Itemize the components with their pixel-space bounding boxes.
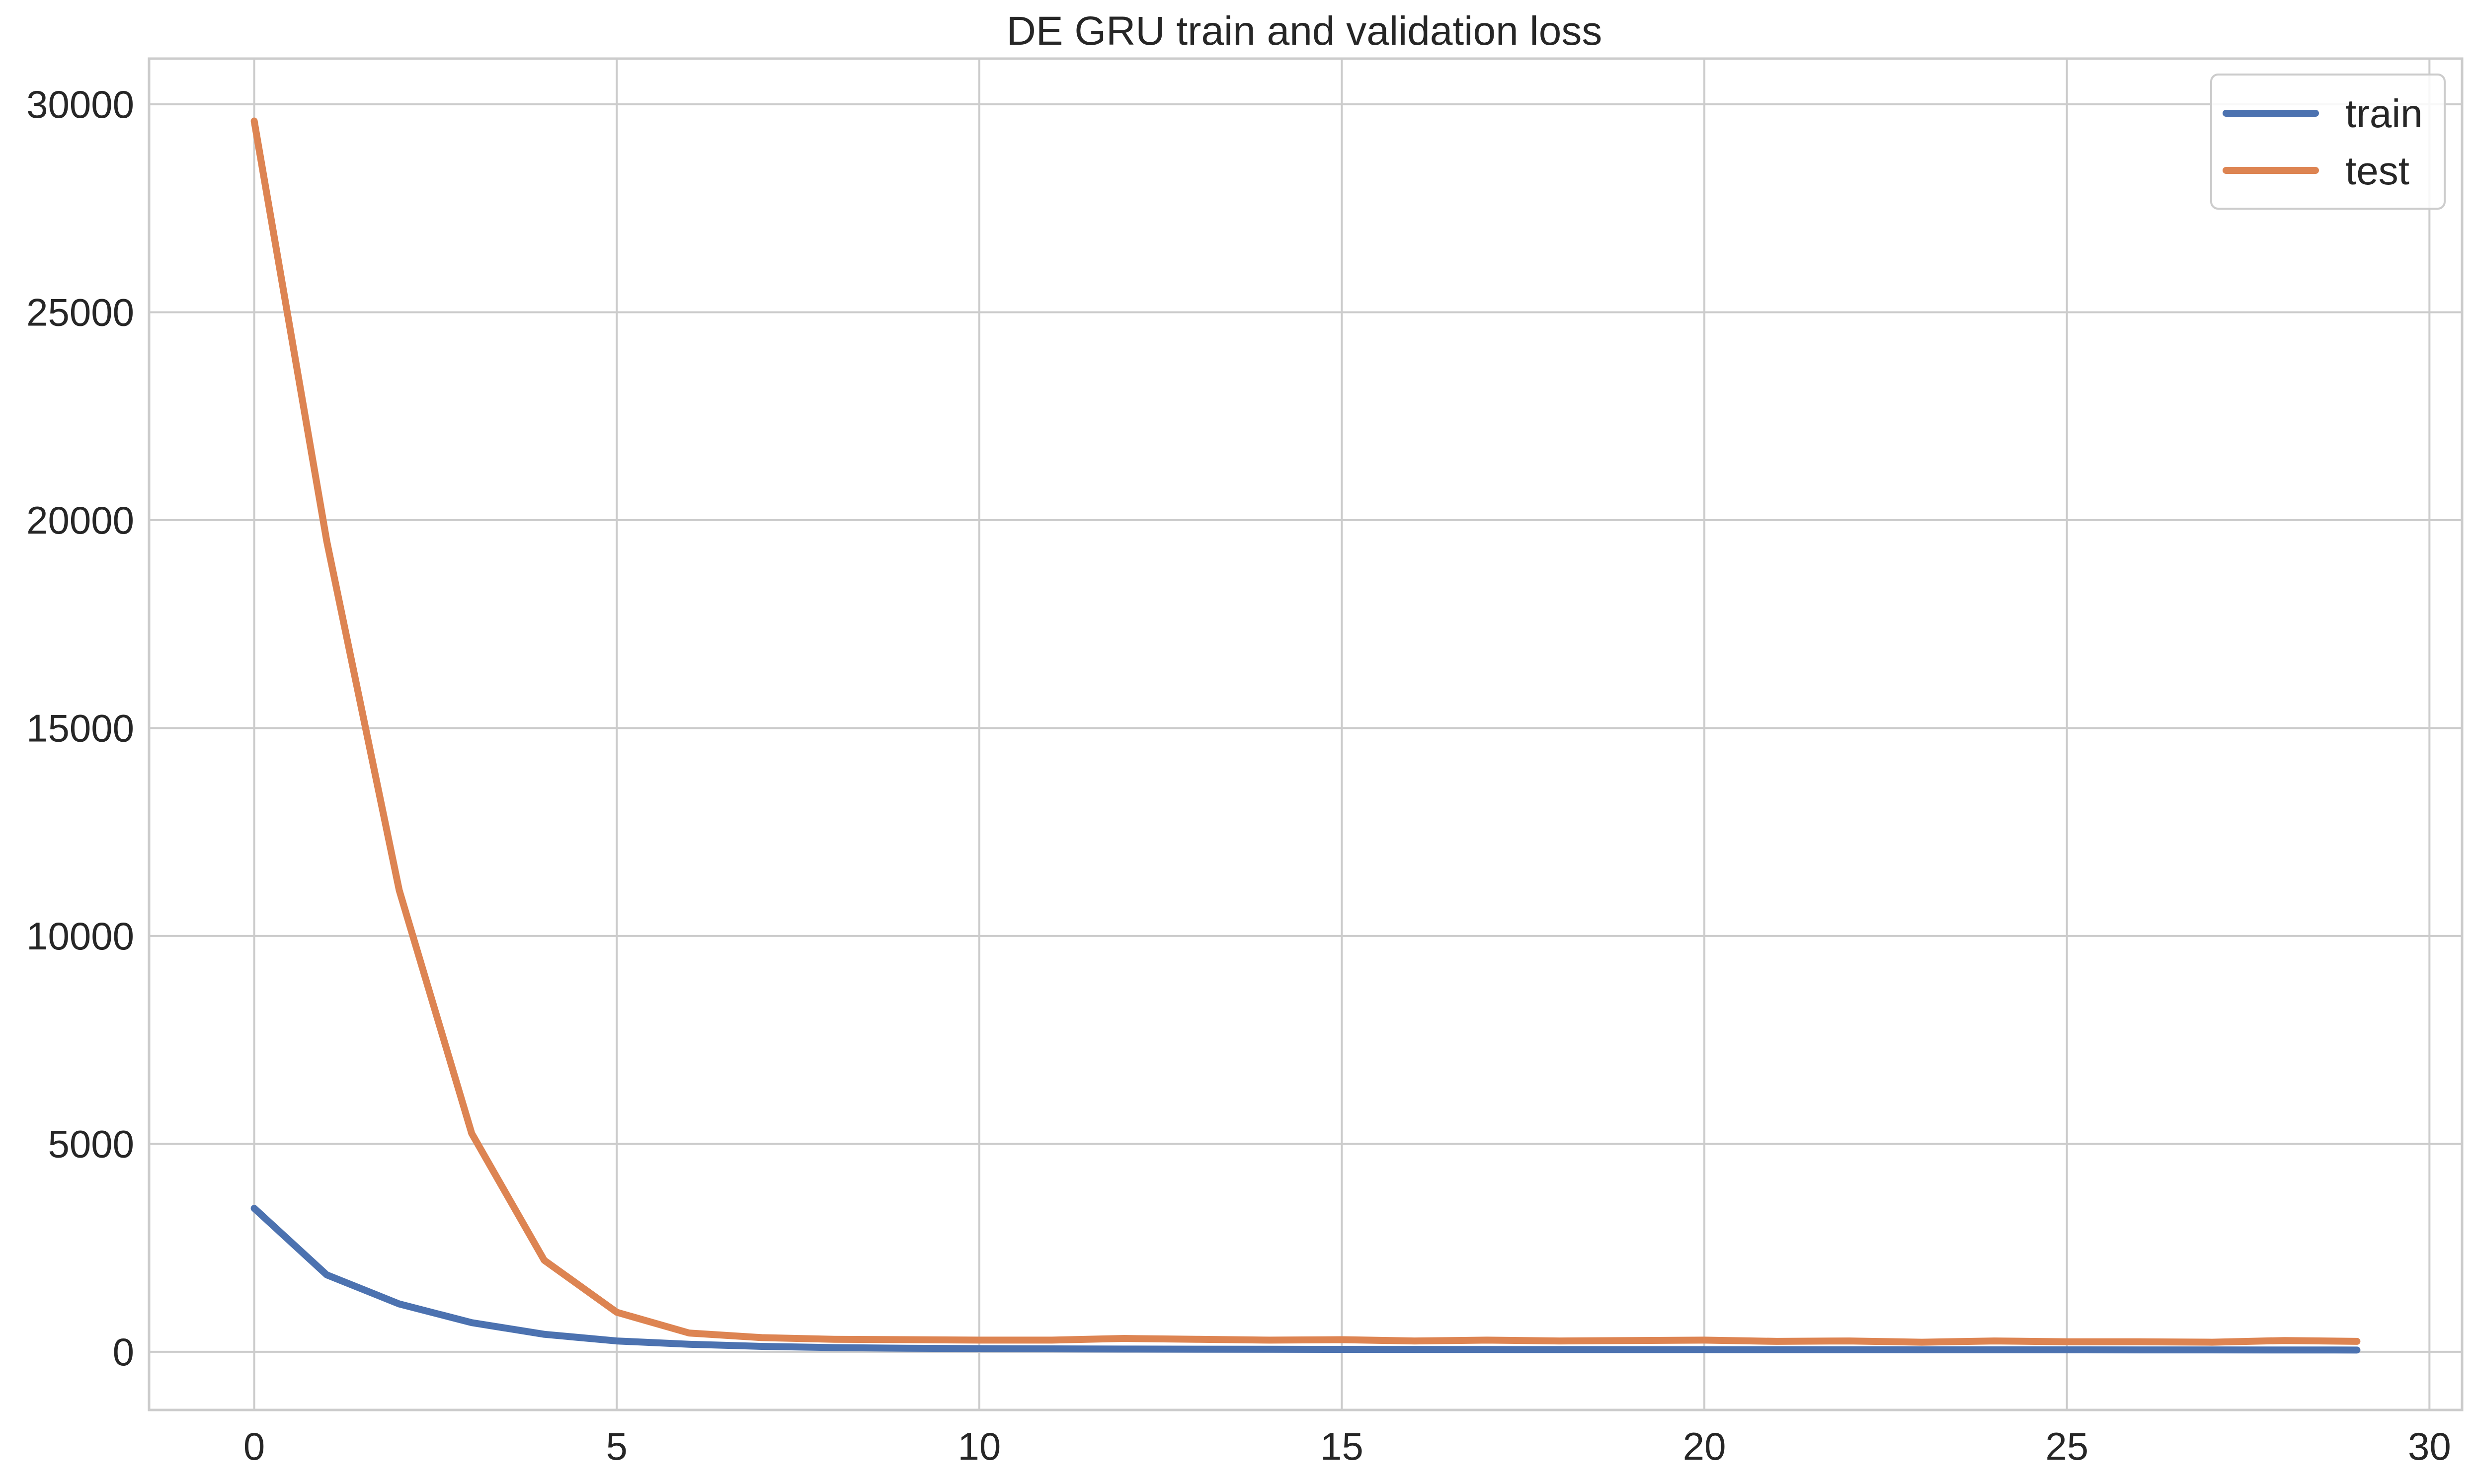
chart-title: DE GRU train and validation loss <box>1007 8 1602 54</box>
y-tick-label: 25000 <box>26 291 134 334</box>
y-tick-label: 5000 <box>48 1122 134 1166</box>
series-layer <box>250 117 2361 1354</box>
grid <box>149 59 2462 1410</box>
legend-label-test: test <box>2345 149 2409 193</box>
y-tick-label: 20000 <box>26 498 134 542</box>
plot-frame <box>148 57 2464 1411</box>
series-line-train <box>250 1205 2361 1354</box>
x-tick-label: 30 <box>2408 1424 2451 1468</box>
legend-label-train: train <box>2345 91 2423 136</box>
x-tick-label: 15 <box>1320 1424 1363 1468</box>
x-tick-label: 0 <box>243 1424 265 1468</box>
legend-box <box>2210 74 2446 210</box>
x-tick-label: 20 <box>1683 1424 1726 1468</box>
tick-labels: 0 5 10 15 20 25 30 0 5000 10000 15000 20000 25000 300… <box>26 82 2451 1468</box>
x-tick-label: 25 <box>2045 1424 2088 1468</box>
legend: train test <box>2210 74 2446 210</box>
y-tick-label: 0 <box>113 1330 134 1374</box>
y-tick-label: 15000 <box>26 706 134 750</box>
y-tick-label: 30000 <box>26 82 134 126</box>
series-line-test <box>250 117 2361 1346</box>
x-tick-label: 5 <box>606 1424 628 1468</box>
x-tick-label: 10 <box>958 1424 1001 1468</box>
y-tick-label: 10000 <box>26 914 134 958</box>
